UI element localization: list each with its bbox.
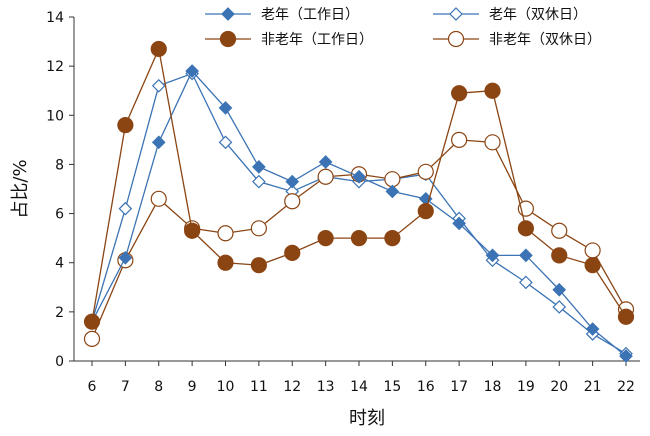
x-tick-label: 6	[88, 379, 97, 395]
series-2-point	[151, 78, 166, 93]
x-tick-label: 17	[450, 379, 468, 395]
series-4-point	[384, 171, 401, 188]
series-1-point	[385, 184, 400, 199]
x-tick-label: 7	[121, 379, 130, 395]
legend-item: 非老年（双休日）	[433, 30, 601, 48]
series-3-point	[150, 40, 167, 58]
series-1-point	[118, 250, 133, 265]
series-3-point	[484, 82, 501, 99]
series-4-point	[250, 220, 267, 237]
series-3-point	[284, 244, 301, 261]
series-3-point	[83, 313, 101, 330]
series-1-point	[552, 282, 567, 297]
series-1-point	[318, 155, 333, 169]
series-4-point	[484, 134, 501, 151]
series-layer	[83, 40, 635, 363]
series-3-point	[184, 222, 201, 239]
legend-label: 非老年（工作日）	[261, 32, 373, 48]
y-tick-label: 10	[46, 108, 64, 124]
x-tick-label: 20	[550, 379, 568, 395]
legend-label: 非老年（双休日）	[489, 32, 601, 48]
legend-label: 老年（工作日）	[261, 7, 359, 23]
series-2	[85, 66, 633, 361]
series-3-point	[584, 257, 601, 274]
series-2-point	[519, 275, 533, 290]
x-tick-label: 11	[250, 379, 268, 395]
x-tick-label: 12	[283, 379, 301, 395]
series-1-point	[218, 101, 233, 115]
series-3	[83, 40, 635, 330]
series-3-point	[617, 308, 635, 325]
x-tick-label: 13	[317, 379, 335, 395]
x-tick-label: 10	[217, 379, 235, 395]
legend: 老年（工作日） 老年（双休日） 非老年（工作日） 非老年（双休日）	[205, 7, 601, 48]
series-1-point	[452, 216, 466, 231]
series-3-point	[384, 230, 401, 247]
series-4-point	[551, 222, 568, 239]
series-1-point	[485, 248, 500, 263]
series-1-line	[91, 69, 627, 357]
series-1-point	[519, 248, 533, 263]
y-tick-label: 2	[55, 305, 64, 321]
series-2-point	[552, 300, 567, 314]
x-axis-title: 时刻	[349, 408, 385, 429]
series-4-point	[317, 168, 334, 185]
x-tick-label: 9	[188, 379, 197, 395]
series-3-point	[250, 257, 267, 274]
legend-label: 老年（双休日）	[489, 7, 587, 23]
x-tick-label: 16	[417, 379, 435, 395]
legend-marker	[219, 30, 237, 48]
x-tick-label: 8	[154, 379, 163, 395]
y-tick-label: 4	[55, 256, 64, 272]
series-3-point	[517, 220, 534, 237]
series-4-point	[584, 242, 601, 259]
legend-marker	[447, 30, 465, 48]
series-4-point	[451, 131, 468, 148]
series-2-point	[218, 135, 233, 150]
series-3-point	[317, 230, 334, 247]
y-tick-label: 0	[55, 354, 64, 370]
legend-marker	[221, 7, 235, 21]
series-3-point	[417, 203, 434, 220]
legend-item: 老年（工作日）	[205, 7, 359, 23]
series-1-point	[151, 135, 166, 150]
y-tick-label: 6	[55, 207, 64, 223]
series-3-point	[451, 85, 468, 102]
y-tick-label: 8	[55, 157, 64, 173]
series-3-point	[217, 254, 234, 271]
series-2-line	[91, 72, 627, 355]
series-1-point	[352, 169, 366, 184]
y-axis-title: 占比/%	[10, 159, 31, 218]
x-tick-label: 15	[383, 379, 401, 395]
series-1-point	[585, 322, 600, 336]
x-tick-label: 21	[584, 379, 602, 395]
series-1-point	[619, 349, 633, 363]
legend-marker	[449, 7, 463, 21]
series-2-point	[252, 174, 266, 189]
x-tick-label: 19	[517, 379, 535, 395]
legend-item: 非老年（工作日）	[205, 30, 373, 48]
series-1-point	[252, 160, 266, 174]
x-tick-label: 22	[617, 379, 635, 395]
series-1-point	[185, 64, 199, 78]
y-tick-label: 12	[46, 59, 64, 75]
series-4-point	[217, 225, 234, 242]
legend-item: 老年（双休日）	[433, 7, 587, 23]
axes: 0 2 4 6 8 10 12 14 6 7 8 9 10 11 12 13 14 15 16 17 18 19 20 21 2…	[46, 10, 640, 395]
series-3-point	[350, 230, 368, 247]
series-1	[85, 64, 633, 363]
series-4-point	[83, 330, 101, 347]
series-3-point	[551, 247, 568, 264]
series-1-point	[285, 174, 300, 189]
y-tick-label: 14	[46, 10, 64, 26]
series-2-point	[118, 201, 133, 216]
series-4-point	[284, 193, 301, 210]
x-tick-label: 14	[350, 379, 368, 395]
series-3-point	[117, 117, 134, 134]
series-4-point	[150, 190, 167, 207]
x-tick-label: 18	[484, 379, 502, 395]
series-4-point	[417, 163, 434, 180]
